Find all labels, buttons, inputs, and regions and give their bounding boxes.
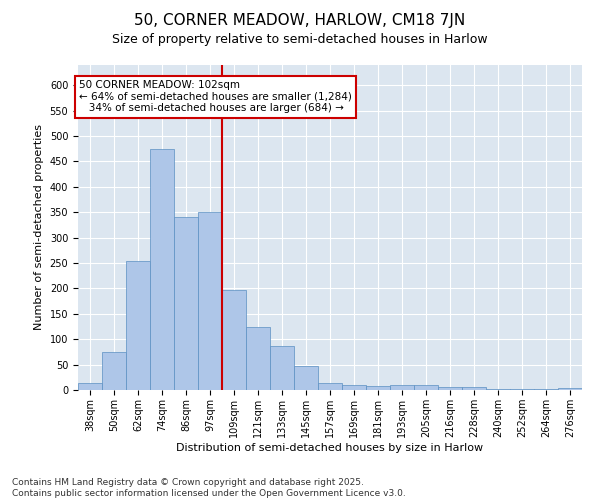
Bar [534,389,558,390]
Text: Contains HM Land Registry data © Crown copyright and database right 2025.
Contai: Contains HM Land Registry data © Crown c… [12,478,406,498]
Bar [78,384,102,390]
Bar [438,388,462,390]
Bar [366,386,390,390]
Text: 50 CORNER MEADOW: 102sqm
← 64% of semi-detached houses are smaller (1,284)
   34: 50 CORNER MEADOW: 102sqm ← 64% of semi-d… [79,80,352,114]
Bar [222,290,246,390]
Bar [126,260,150,390]
Text: Size of property relative to semi-detached houses in Harlow: Size of property relative to semi-detach… [112,32,488,46]
Bar [150,149,174,390]
Bar [342,386,366,390]
Bar [414,386,438,390]
Bar [558,388,582,390]
Bar [318,383,342,390]
Bar [510,389,534,390]
Bar [102,352,126,390]
X-axis label: Distribution of semi-detached houses by size in Harlow: Distribution of semi-detached houses by … [176,442,484,452]
Text: 50, CORNER MEADOW, HARLOW, CM18 7JN: 50, CORNER MEADOW, HARLOW, CM18 7JN [134,12,466,28]
Bar [486,389,510,390]
Bar [462,388,486,390]
Bar [198,212,222,390]
Bar [270,346,294,390]
Bar [174,218,198,390]
Y-axis label: Number of semi-detached properties: Number of semi-detached properties [34,124,44,330]
Bar [246,326,270,390]
Bar [390,386,414,390]
Bar [294,366,318,390]
